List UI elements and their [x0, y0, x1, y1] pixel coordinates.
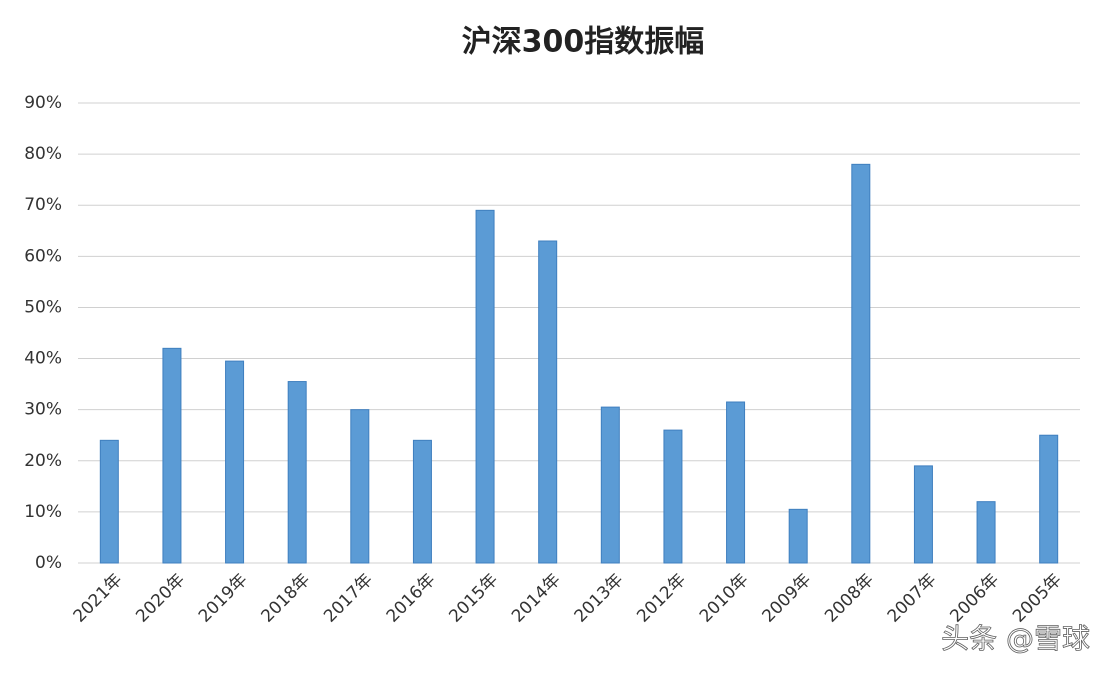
y-tick-label: 60%	[24, 246, 62, 266]
bar	[287, 381, 307, 564]
y-tick-label: 20%	[24, 451, 62, 471]
bar	[350, 409, 370, 564]
y-tick-label: 10%	[24, 502, 62, 522]
bar	[851, 163, 871, 564]
bar	[600, 406, 620, 564]
bar	[99, 439, 119, 564]
y-tick-label: 90%	[24, 93, 62, 113]
watermark: 头条 @雪球	[941, 622, 1090, 655]
y-tick-label: 50%	[24, 297, 62, 317]
bar	[663, 429, 683, 564]
y-tick-label: 80%	[24, 144, 62, 164]
bar	[788, 508, 808, 564]
bar	[162, 347, 182, 564]
bar	[1039, 434, 1059, 564]
y-tick-label: 40%	[24, 349, 62, 369]
bar	[726, 401, 746, 564]
bar	[538, 240, 558, 564]
y-tick-label: 30%	[24, 400, 62, 420]
bar	[976, 501, 996, 564]
chart-title: 沪深300指数振幅	[462, 25, 705, 60]
y-tick-label: 70%	[24, 195, 62, 215]
bar	[225, 360, 245, 564]
bar	[475, 209, 495, 564]
bar	[412, 439, 432, 564]
bar	[913, 465, 933, 564]
y-tick-label: 0%	[35, 553, 62, 573]
